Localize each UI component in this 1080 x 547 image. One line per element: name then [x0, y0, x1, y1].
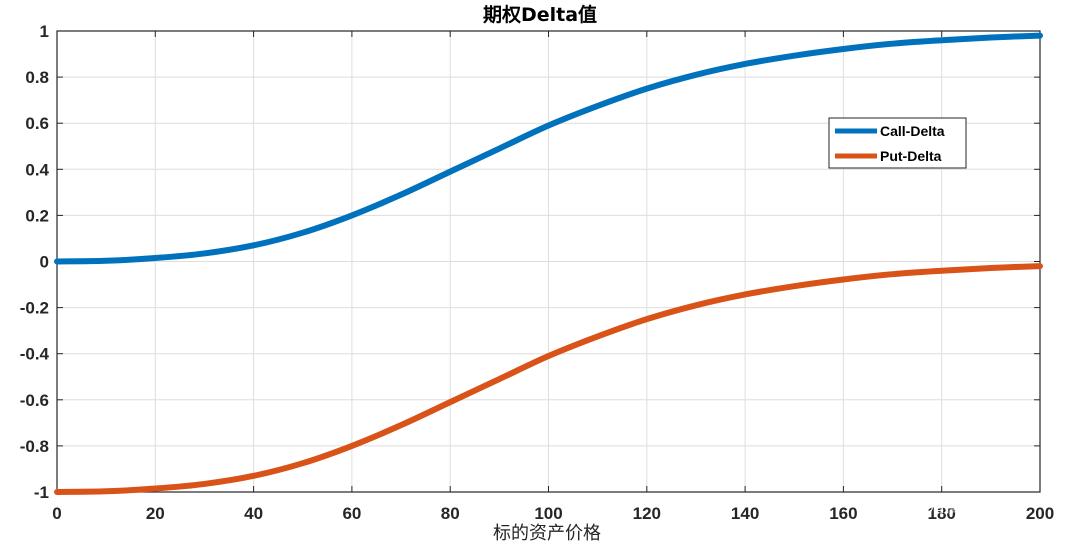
x-tick-label: 100: [534, 504, 562, 523]
legend: Call-Delta Put-Delta: [828, 117, 967, 169]
grid: [56, 30, 1041, 493]
legend-label-call: Call-Delta: [880, 123, 945, 139]
x-tick-label: 140: [731, 504, 759, 523]
legend-box: [828, 117, 967, 169]
x-tick-label: 180: [928, 504, 956, 523]
y-tick-label: -1: [34, 483, 49, 502]
y-tick-label: 0.2: [25, 206, 49, 225]
x-tick-label: 80: [441, 504, 460, 523]
x-tick-label: 20: [146, 504, 165, 523]
x-tick-label: 120: [633, 504, 661, 523]
axis-ticks: 0 20 40 60 80 100 120 140 160 180 200 -1 -0.8 -0.6 -0.…: [20, 22, 1054, 523]
x-tick-label: 160: [829, 504, 857, 523]
y-tick-label: 1: [40, 22, 49, 41]
series-line-put-delta: [54, 263, 1043, 495]
x-axis-label: 标的资产价格: [493, 523, 601, 544]
x-tick-label: 0: [52, 504, 61, 523]
legend-label-put: Put-Delta: [880, 148, 942, 164]
y-tick-label: 0.8: [25, 68, 49, 87]
watermark: 知乎 @清嵩: [872, 497, 962, 517]
y-tick-label: -0.8: [20, 437, 49, 456]
y-tick-label: -0.6: [20, 391, 49, 410]
x-tick-label: 200: [1026, 504, 1054, 523]
x-tick-label: 60: [342, 504, 361, 523]
y-tick-label: 0.6: [25, 114, 49, 133]
series-line-call-delta: [54, 32, 1043, 265]
y-tick-label: 0: [40, 253, 49, 272]
y-tick-label: 0.4: [25, 160, 49, 179]
y-tick-label: -0.2: [20, 299, 49, 318]
x-tick-label: 40: [244, 504, 263, 523]
chart-title: 期权Delta值: [483, 3, 597, 26]
series-lines: [54, 32, 1043, 495]
y-tick-label: -0.4: [20, 345, 50, 364]
